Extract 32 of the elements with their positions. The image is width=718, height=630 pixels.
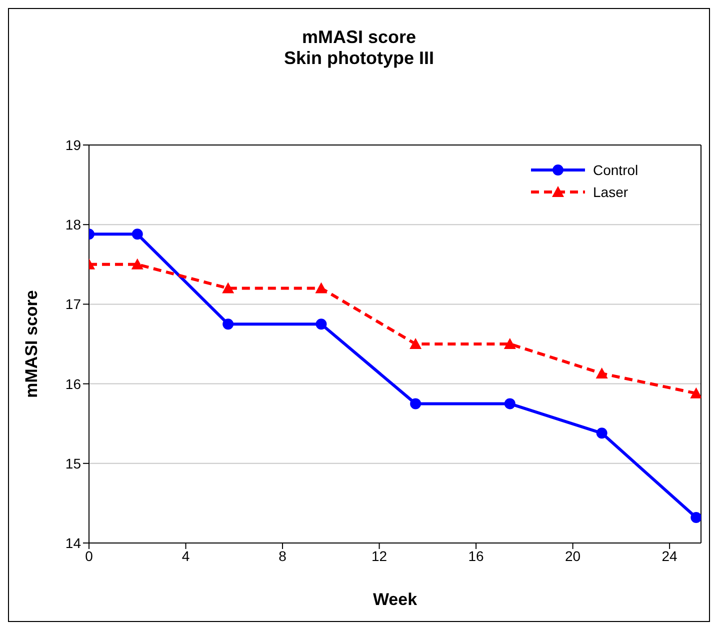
point	[132, 228, 143, 240]
x-tick-label: 24	[662, 548, 678, 564]
y-tick-label: 16	[65, 376, 82, 392]
point	[131, 258, 144, 270]
x-tick-label: 20	[565, 548, 581, 564]
point	[222, 318, 234, 330]
x-tick-label: 12	[371, 548, 388, 564]
y-tick-label: 15	[65, 455, 82, 472]
chart-title: mMASI score Skin phototype III	[282, 27, 435, 69]
legend-label: Laser	[593, 184, 628, 200]
point	[504, 338, 516, 349]
legend-label: Control	[593, 162, 638, 178]
point	[596, 367, 608, 378]
point	[504, 398, 516, 410]
point	[410, 338, 422, 349]
x-tick-label: 8	[278, 548, 287, 564]
y-tick-label: 19	[65, 136, 82, 153]
point	[315, 282, 328, 294]
point	[410, 398, 422, 410]
point	[690, 512, 701, 524]
x-tick-label: 4	[182, 548, 190, 564]
y-tick-label: 18	[65, 216, 82, 233]
point	[596, 428, 608, 439]
point	[690, 387, 701, 398]
x-tick-label: 0	[85, 548, 94, 564]
x-tick-label: 16	[468, 548, 484, 564]
point	[316, 318, 327, 330]
y-axis-title: mMASI score	[22, 290, 42, 398]
x-axis-title: Week	[372, 590, 418, 609]
point	[222, 282, 234, 294]
y-tick-label: 14	[65, 534, 82, 551]
y-tick-label: 17	[65, 296, 82, 312]
